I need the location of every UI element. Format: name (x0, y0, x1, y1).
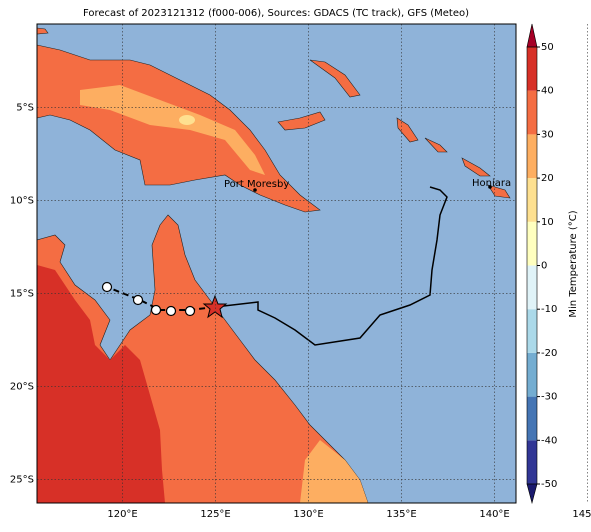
place-dot (488, 185, 492, 189)
lat-tick-label: 10°S (10, 196, 34, 207)
colorbar-tick-label: 0 (541, 261, 547, 272)
colorbar-segment (527, 47, 537, 91)
colorbar-tick-label: 30 (541, 129, 554, 140)
land-solomons (424, 137, 448, 153)
colorbar-tick-label: -50 (541, 479, 557, 490)
place-label: Port Moresby (224, 179, 289, 190)
land-hot-region (37, 265, 165, 503)
land-highlands (80, 85, 265, 175)
colorbar-segment (527, 309, 537, 353)
lon-tick-label: 140°E (479, 509, 509, 520)
colorbar-segment (527, 396, 537, 441)
tc-point (101, 281, 113, 293)
colorbar-tick-label: 20 (541, 173, 554, 184)
land-solomons (461, 157, 491, 177)
map: Port Moresby Honiara (36, 23, 588, 504)
lat-tick-label: 15°S (10, 289, 34, 300)
lon-tick-label: 145°E (572, 509, 591, 520)
tc-point (132, 294, 144, 306)
title: Forecast of 2023121312 (f000-006), Sourc… (83, 8, 469, 19)
tc-point (165, 305, 177, 317)
colorbar-tick-label: -10 (541, 304, 557, 315)
land-new-ireland (309, 59, 361, 98)
colorbar-segment (527, 265, 537, 310)
colorbar-tick-label: -20 (541, 348, 557, 359)
colorbar-label: Min Temperature (°C) (568, 210, 579, 317)
colorbar: -50 -40 -30 -20 -10 0 10 20 30 40 50 (526, 23, 557, 505)
colorbar-extend-low (526, 483, 538, 505)
graticule (37, 24, 588, 503)
colorbar-segment (527, 352, 537, 397)
lat-tick-label: 5°S (16, 103, 34, 114)
land-warm-region (300, 440, 368, 503)
colorbar-segment (527, 90, 537, 135)
land-bougainville (396, 117, 419, 143)
lon-tick-label: 120°E (107, 509, 137, 520)
colorbar-tick-label: 10 (541, 217, 554, 228)
place-label: Honiara (472, 178, 511, 189)
tc-point (150, 304, 162, 316)
colorbar-tick-label: 40 (541, 86, 554, 97)
lat-tick-label: 25°S (10, 475, 34, 486)
colorbar-tick-label: 50 (541, 42, 554, 53)
place-dot (253, 188, 257, 192)
land-solomons (487, 184, 511, 199)
colorbar-segment (527, 221, 537, 266)
colorbar-segment (527, 178, 537, 222)
tc-point (184, 305, 196, 317)
lon-tick-label: 130°E (293, 509, 323, 520)
lon-tick-label: 125°E (200, 509, 230, 520)
colorbar-tick-label: -40 (541, 435, 557, 446)
land-new-britain (277, 111, 326, 131)
lat-tick-label: 20°S (10, 382, 34, 393)
colorbar-segment (527, 134, 537, 179)
colorbar-segment (527, 440, 537, 484)
colorbar-tick-label: -30 (541, 392, 557, 403)
tc-markers (101, 281, 196, 317)
lon-tick-label: 135°E (386, 509, 416, 520)
land-highlands (179, 115, 195, 125)
tc-current-position (202, 294, 228, 319)
tc-track (214, 186, 448, 346)
colorbar-extend-high (526, 23, 538, 48)
map-frame (36, 23, 517, 504)
